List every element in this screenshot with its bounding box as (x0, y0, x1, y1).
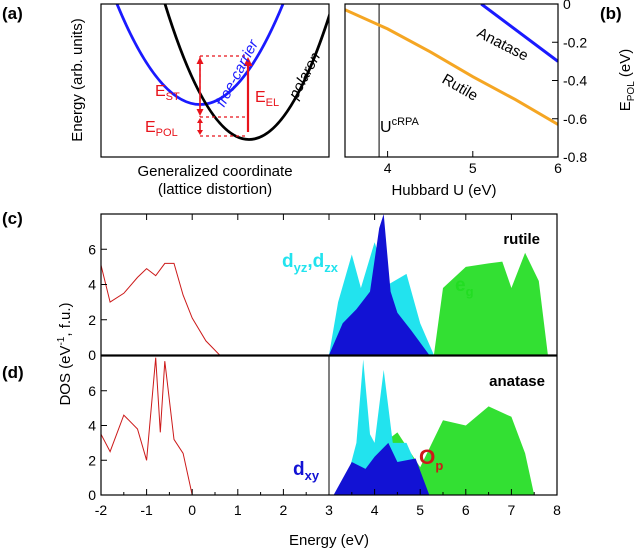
e-el-label: EEL (255, 89, 279, 109)
dxy-label: dxy (293, 459, 320, 483)
panel-label-b: (b) (600, 4, 622, 23)
panel-b-y-ticks: 0 -0.2 -0.4 -0.6 -0.8 (552, 0, 587, 165)
panel-d-title: anatase (489, 373, 545, 390)
tick-label-y: 6 (88, 241, 96, 257)
rutile-label: Rutile (439, 71, 481, 105)
tick-label-y: -0.2 (563, 34, 587, 50)
series-line-rutile (345, 8, 558, 126)
panel-d-x-ticks: -2 -1.5 -1 -0.5 0 0.5 1 1.5 2 2.5 3 3.5 4 4.5 5 5.5 6 6.5… (95, 214, 561, 518)
panel-b-x-ticks: 4 5 6 (384, 151, 562, 176)
e-st-head-top (196, 57, 204, 64)
tick-label-x: 4 (384, 160, 392, 176)
dos-series-o-p (101, 262, 220, 355)
panel-cd-y-label: DOS (eV-1, f.u.) (56, 302, 74, 405)
tick-label-x: 7 (508, 502, 516, 518)
dos-series-e-g (433, 252, 548, 355)
tick-label-y: 4 (88, 418, 96, 434)
tick-label-y: 6 (88, 383, 96, 399)
e-pol-label: EPOL (145, 119, 178, 139)
tick-label-x-minor: 2.5 (306, 514, 308, 516)
ucrpa-label: UcRPA (380, 116, 420, 136)
panel-c-series (101, 214, 548, 355)
e-st-head-bottom (196, 109, 204, 116)
panel-label-a: (a) (2, 4, 23, 23)
panel-d: 0 2 4 6 -2 -1.5 -1 -0.5 0 0.5 1 1.5 2 2.5 3 3.5 4 4.5 5 5.… (56, 214, 561, 549)
panel-label-c: (c) (2, 209, 23, 228)
tick-label-x-minor: 4.5 (397, 514, 399, 516)
panel-d-x-label: Energy (eV) (289, 532, 369, 549)
tick-label-x: 5 (469, 160, 477, 176)
tick-label-x: -2 (95, 502, 108, 518)
panel-b: 4 5 6 0 -0.2 -0.4 -0.6 -0.8 UcRPA Anatase Ruti… (344, 0, 637, 199)
tick-label-x: 0 (188, 502, 196, 518)
tick-label-x: -1 (140, 502, 153, 518)
tick-label-x-minor: 7.5 (534, 514, 536, 516)
op-label: Op (419, 446, 443, 473)
tick-label-y: 2 (88, 312, 96, 328)
panel-d-series (101, 357, 535, 495)
tick-label-y: -0.4 (563, 73, 587, 89)
dos-series-d-xy (333, 442, 430, 495)
e-st-label: EST (155, 83, 180, 103)
panel-a-frame (100, 3, 330, 158)
panel-a-x-label-1: Generalized coordinate (137, 163, 292, 180)
tick-label-x: 4 (371, 502, 379, 518)
tick-label-y: 0 (88, 487, 96, 503)
panel-d-y-ticks: 0 2 4 6 (88, 383, 107, 503)
eg-label: eg (455, 275, 474, 299)
tick-label-x: 2 (280, 502, 288, 518)
tick-label-y: -0.6 (563, 111, 587, 127)
tick-label-x: 5 (416, 502, 424, 518)
tick-label-x: 3 (325, 502, 333, 518)
tick-label-x: 6 (462, 502, 470, 518)
panel-b-x-label: Hubbard U (eV) (391, 182, 496, 199)
anatase-label: Anatase (474, 24, 531, 64)
tick-label-x-minor: 3.5 (352, 514, 354, 516)
panel-c: 0 2 4 6 rutile dyz,dzx eg (88, 213, 558, 363)
e-pol-head-bottom (197, 130, 203, 135)
tick-label-x-minor: 5.5 (443, 514, 445, 516)
tick-label-x-minor: 1.5 (261, 514, 263, 516)
panel-a: EST EEL EPOL free-carrier polaron Energy… (69, 3, 330, 198)
series-line-anatase (480, 4, 558, 63)
panel-a-x-label-2: (lattice distortion) (158, 181, 272, 198)
e-pol-head-top (197, 118, 203, 123)
panel-a-y-label: Energy (arb. units) (69, 18, 86, 141)
dos-series-d-xy (329, 214, 430, 355)
dos-series-o-p (101, 357, 193, 495)
panel-label-d: (d) (2, 363, 24, 382)
tick-label-y: -0.8 (563, 149, 587, 165)
e-el-head-top (243, 57, 253, 66)
tick-label-x: 6 (554, 160, 562, 176)
tick-label-x: 1 (234, 502, 242, 518)
tick-label-x-minor: -1.5 (124, 514, 126, 516)
tick-label-x-minor: -0.5 (169, 514, 171, 516)
tick-label-y: 2 (88, 452, 96, 468)
tick-label-y: 0 (563, 0, 571, 12)
tick-label-x-minor: 6.5 (489, 514, 491, 516)
panel-b-y-label: EPOL (eV) (617, 49, 637, 112)
arrow-heads (196, 57, 253, 135)
panel-c-y-ticks: 0 2 4 6 (88, 241, 107, 363)
dyz-dzx-label: dyz,dzx (282, 251, 339, 275)
panel-c-title: rutile (503, 231, 540, 248)
tick-label-x: 8 (553, 502, 561, 518)
tick-label-y: 0 (88, 347, 96, 363)
tick-label-y: 4 (88, 277, 96, 293)
polaron-label: polaron (285, 50, 324, 103)
polaron-curve (163, 4, 329, 141)
tick-label-x-minor: 0.5 (215, 514, 217, 516)
